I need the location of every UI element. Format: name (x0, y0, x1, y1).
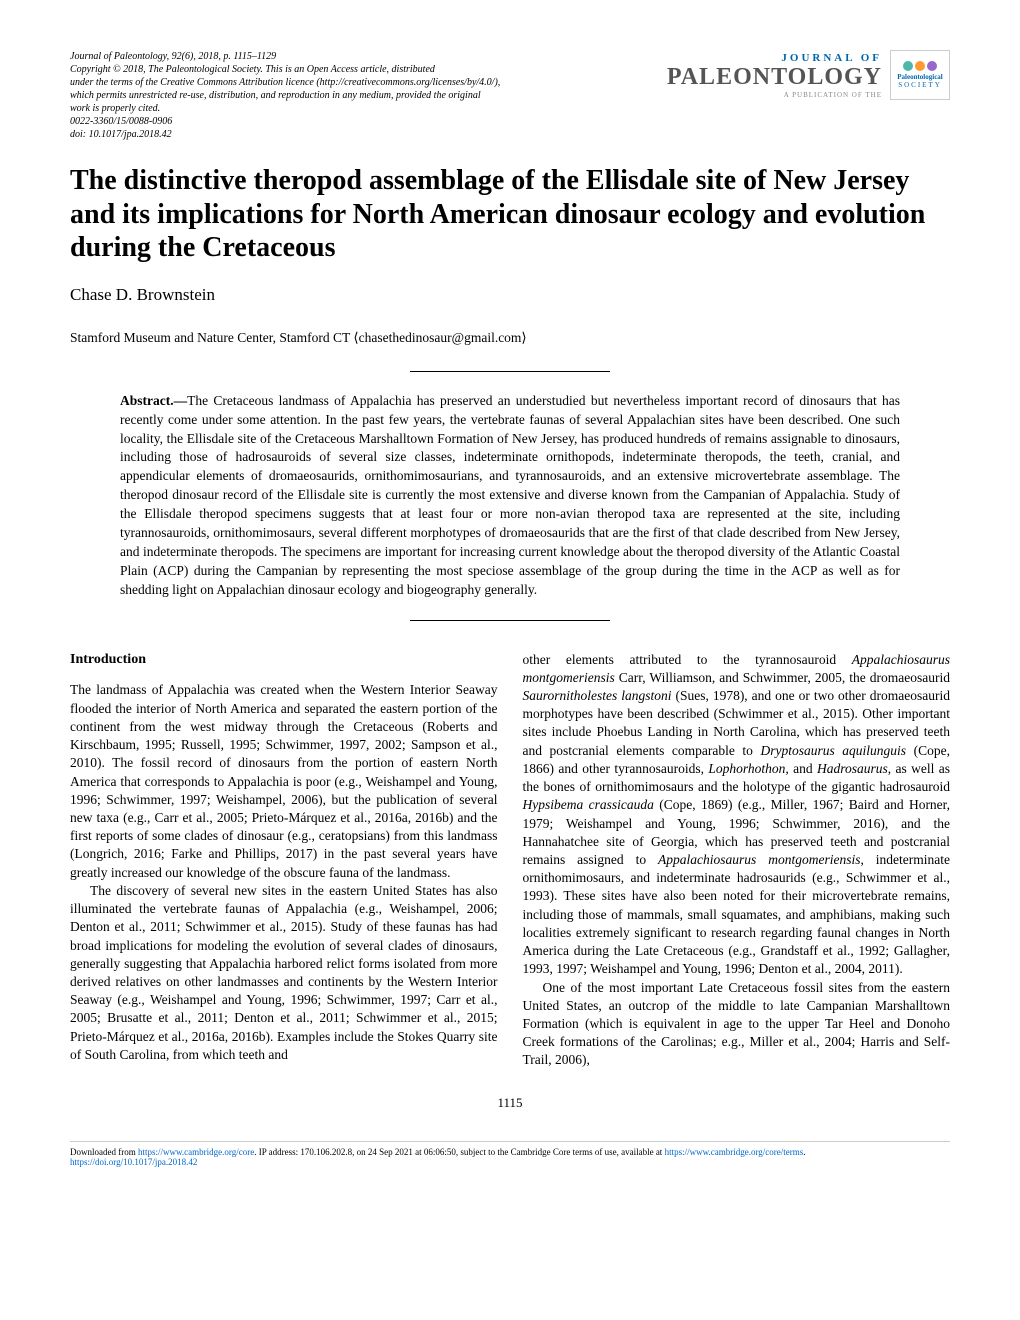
society-logo: Paleontological SOCIETY (890, 50, 950, 100)
society-name: Paleontological (897, 73, 943, 81)
taxon-name: Lophorhothon, (708, 761, 788, 776)
author-name: Chase D. Brownstein (70, 285, 950, 305)
text-fragment: and (789, 761, 817, 776)
col2-para-1: other elements attributed to the tyranno… (523, 651, 951, 979)
dot-icon (915, 61, 925, 71)
journal-of-text: JOURNAL OF (667, 52, 882, 64)
license-line-2: which permits unrestricted re-use, distr… (70, 89, 667, 102)
journal-logo: JOURNAL OF PALEONTOLOGY A PUBLICATION OF… (667, 52, 882, 99)
journal-line: Journal of Paleontology, 92(6), 2018, p.… (70, 50, 667, 63)
col2-para-2: One of the most important Late Cretaceou… (523, 979, 951, 1070)
page-number: 1115 (70, 1095, 950, 1111)
footer-link-3[interactable]: https://doi.org/10.1017/jpa.2018.42 (70, 1157, 197, 1167)
footer: Downloaded from https://www.cambridge.or… (70, 1141, 950, 1167)
header-row: Journal of Paleontology, 92(6), 2018, p.… (70, 50, 950, 149)
divider-top (410, 371, 610, 372)
abstract-block: Abstract.—The Cretaceous landmass of App… (120, 392, 900, 600)
taxon-name: Saurornitholestes langstoni (523, 688, 672, 703)
taxon-name: Dryptosaurus aquilunguis (760, 743, 906, 758)
author-affiliation: Stamford Museum and Nature Center, Stamf… (70, 330, 950, 346)
license-line-1: under the terms of the Creative Commons … (70, 76, 667, 89)
society-sub: SOCIETY (898, 81, 942, 89)
paleontology-logo-text: PALEONTOLOGY (667, 64, 882, 91)
divider-bottom (410, 620, 610, 621)
doi-line: doi: 10.1017/jpa.2018.42 (70, 128, 667, 141)
text-fragment: other elements attributed to the tyranno… (523, 652, 852, 667)
header-meta: Journal of Paleontology, 92(6), 2018, p.… (70, 50, 667, 141)
abstract-label: Abstract.— (120, 393, 187, 408)
intro-para-1: The landmass of Appalachia was created w… (70, 681, 498, 881)
issn-line: 0022-3360/15/0088-0906 (70, 115, 667, 128)
intro-para-2: The discovery of several new sites in th… (70, 882, 498, 1064)
introduction-heading: Introduction (70, 651, 498, 670)
text-fragment: Carr, Williamson, and Schwimmer, 2005, t… (615, 670, 950, 685)
taxon-name: Hypsibema crassicauda (523, 797, 654, 812)
taxon-name: Appalachiosaurus montgomeriensis (658, 852, 860, 867)
footer-text-2: . IP address: 170.106.202.8, on 24 Sep 2… (254, 1147, 664, 1157)
content-columns: Introduction The landmass of Appalachia … (70, 651, 950, 1070)
society-dots (903, 61, 937, 71)
footer-link-2[interactable]: https://www.cambridge.org/core/terms (665, 1147, 804, 1157)
footer-link-1[interactable]: https://www.cambridge.org/core (138, 1147, 254, 1157)
copyright-line: Copyright © 2018, The Paleontological So… (70, 63, 667, 76)
article-title: The distinctive theropod assemblage of t… (70, 164, 950, 265)
header-logos: JOURNAL OF PALEONTOLOGY A PUBLICATION OF… (667, 50, 950, 100)
dot-icon (927, 61, 937, 71)
footer-text-3: . (803, 1147, 805, 1157)
abstract-text: The Cretaceous landmass of Appalachia ha… (120, 393, 900, 597)
publication-subtitle: A PUBLICATION OF THE (667, 91, 882, 99)
header-meta-block: Journal of Paleontology, 92(6), 2018, p.… (70, 50, 667, 149)
text-fragment: , indeterminate ornithomimosaurs, and in… (523, 852, 951, 976)
dot-icon (903, 61, 913, 71)
license-line-3: work is properly cited. (70, 102, 667, 115)
taxon-name: Hadrosaurus (817, 761, 888, 776)
footer-text-1: Downloaded from (70, 1147, 138, 1157)
column-right: other elements attributed to the tyranno… (523, 651, 951, 1070)
column-left: Introduction The landmass of Appalachia … (70, 651, 498, 1070)
